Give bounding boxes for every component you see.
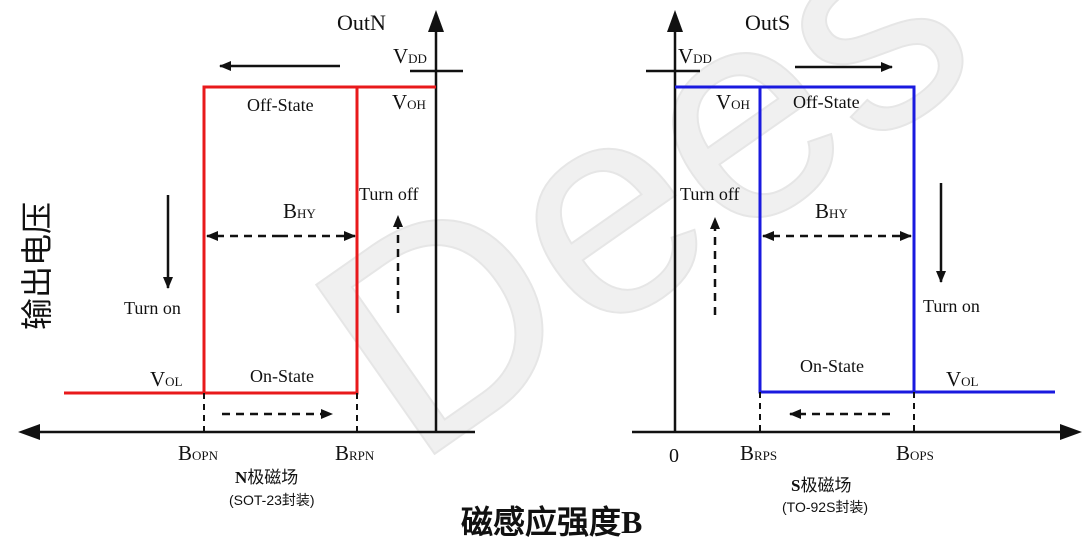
x-axis-label: 磁感应强度B [461,504,642,538]
y-axis-label: 输出电压 [19,202,55,330]
north-axis-title: OutN [337,10,386,35]
north-on-state-label: On-State [250,366,314,386]
north-vol-label: VOL [150,367,183,391]
south-on-state-label: On-State [800,356,864,376]
north-bopn-label: BOPN [178,441,219,465]
north-package-label: (SOT-23封装) [229,492,315,508]
south-off-state-label: Off-State [793,92,860,112]
north-x-axis-arrow-icon [18,424,40,440]
north-turn-on-label: Turn on [124,298,181,318]
south-output-curve [675,85,1055,394]
north-off-state-label: Off-State [247,95,314,115]
south-turn-on-label: Turn on [923,296,980,316]
north-turn-off-label: Turn off [359,184,419,204]
south-x-axis-arrow-icon [1060,424,1082,440]
south-field-label: S极磁场 [791,476,851,495]
south-axis-title: OutS [745,10,790,35]
south-origin-label: 0 [669,445,679,467]
south-vdd-label: VDD [678,44,712,68]
south-bhy-label: BHY [815,199,848,223]
north-voh-label: VOH [392,90,426,114]
north-brpn-label: BRPN [335,441,375,465]
north-chart: OutN VDD VOH Off-State Turn off BHY Turn… [18,10,475,508]
north-y-axis-arrow-icon [428,10,444,32]
north-field-label: N极磁场 [235,468,298,487]
south-turn-off-label: Turn off [680,184,740,204]
north-output-curve [64,85,436,395]
south-chart: OutS VDD VOH Off-State Turn off BHY Turn… [632,10,1082,515]
south-voh-label: VOH [716,90,750,114]
south-vol-label: VOL [946,367,979,391]
south-bops-label: BOPS [896,441,934,465]
north-vdd-label: VDD [393,44,427,68]
south-y-axis-arrow-icon [667,10,683,32]
south-package-label: (TO-92S封装) [782,499,868,515]
south-brps-label: BRPS [740,441,777,465]
north-bhy-label: BHY [283,199,316,223]
